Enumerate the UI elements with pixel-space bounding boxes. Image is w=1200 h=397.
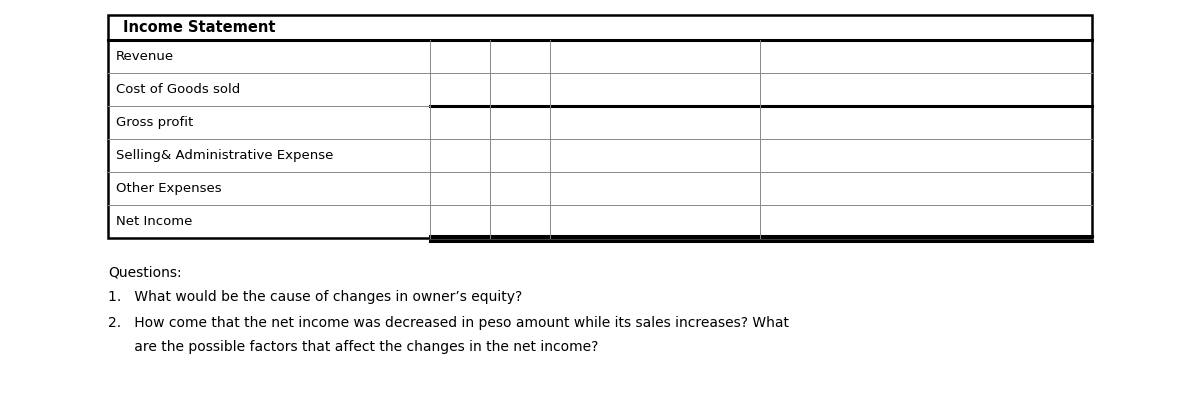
- Text: Other Expenses: Other Expenses: [116, 182, 222, 195]
- Text: Net Income: Net Income: [116, 215, 192, 228]
- Text: 1.   What would be the cause of changes in owner’s equity?: 1. What would be the cause of changes in…: [108, 290, 522, 304]
- Text: are the possible factors that affect the changes in the net income?: are the possible factors that affect the…: [108, 340, 599, 354]
- Text: Revenue: Revenue: [116, 50, 174, 63]
- Text: Selling& Administrative Expense: Selling& Administrative Expense: [116, 149, 334, 162]
- Text: 2.   How come that the net income was decreased in peso amount while its sales i: 2. How come that the net income was decr…: [108, 316, 790, 330]
- Text: Income Statement: Income Statement: [122, 20, 276, 35]
- Bar: [108, 15, 1092, 238]
- Text: Gross profit: Gross profit: [116, 116, 193, 129]
- Text: Questions:: Questions:: [108, 266, 181, 280]
- Text: Cost of Goods sold: Cost of Goods sold: [116, 83, 240, 96]
